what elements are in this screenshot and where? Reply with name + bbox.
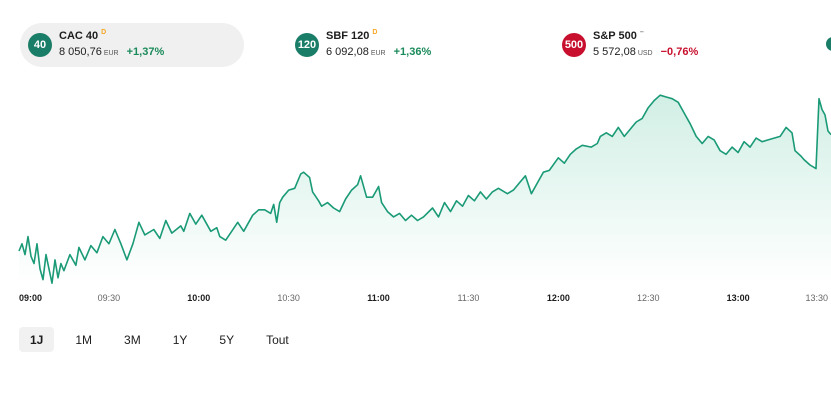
x-axis: 09:00 09:30 10:00 10:30 11:00 11:30 12:00 12:30… xyxy=(19,293,828,303)
price-line xyxy=(18,94,831,284)
period-selector: 1J 1M 3M 1Y 5Y Tout xyxy=(19,327,310,352)
ticker-badge: 120 xyxy=(295,33,319,57)
ticker-price: 6 092,08 xyxy=(326,46,369,58)
ticker-name-row: S&P 500 – xyxy=(593,29,698,43)
x-tick-label: 13:00 xyxy=(727,293,750,303)
ticker-name-row: CAC 40 D xyxy=(59,29,164,43)
x-tick-label: 12:00 xyxy=(547,293,570,303)
x-tick-label: 10:30 xyxy=(277,293,300,303)
ticker-info: CAC 40 D 8 050,76 EUR +1,37% xyxy=(59,29,164,61)
period-all-button[interactable]: Tout xyxy=(266,332,289,347)
ticker-currency: USD xyxy=(637,50,653,57)
ticker-currency: EUR xyxy=(370,50,386,57)
ticker-status-marker: D xyxy=(372,29,378,36)
period-1j-button[interactable]: 1J xyxy=(19,327,55,352)
x-tick-label: 11:00 xyxy=(367,293,390,303)
period-1y-button[interactable]: 1Y xyxy=(172,332,188,347)
ticker-currency: EUR xyxy=(103,50,119,57)
x-tick-label: 12:30 xyxy=(637,293,660,303)
ticker-price: 8 050,76 xyxy=(59,46,102,58)
ticker-info: S&P 500 – 5 572,08 USD −0,76% xyxy=(593,29,698,61)
price-area xyxy=(19,95,831,285)
ticker-badge: 40 xyxy=(28,33,52,57)
ticker-status-marker: – xyxy=(639,29,644,36)
period-3m-button[interactable]: 3M xyxy=(124,332,141,347)
ticker-change: +1,37% xyxy=(126,46,165,58)
x-tick-label: 13:30 xyxy=(805,293,828,303)
ticker-quote: 6 092,08 EUR +1,36% xyxy=(326,45,431,61)
ticker-status-marker: D xyxy=(101,29,107,36)
ticker-name: S&P 500 xyxy=(593,30,637,42)
ticker-quote: 8 050,76 EUR +1,37% xyxy=(59,45,164,61)
ticker-quote: 5 572,08 USD −0,76% xyxy=(593,45,698,61)
ticker-change: +1,36% xyxy=(393,46,432,58)
x-tick-label: 09:00 xyxy=(19,293,42,303)
period-1m-button[interactable]: 1M xyxy=(75,332,93,347)
ticker-sbf120[interactable]: 120 SBF 120 D 6 092,08 EUR +1,36% xyxy=(287,23,487,67)
ticker-cac40[interactable]: 40 CAC 40 D 8 050,76 EUR +1,37% xyxy=(20,23,244,67)
ticker-name: CAC 40 xyxy=(59,30,99,42)
x-tick-label: 11:30 xyxy=(458,293,480,303)
ticker-badge: 500 xyxy=(562,33,586,57)
next-ticker-badge[interactable] xyxy=(826,37,831,51)
ticker-change: −0,76% xyxy=(660,46,699,58)
x-tick-label: 09:30 xyxy=(98,293,121,303)
intraday-chart: 09:00 09:30 10:00 10:30 11:00 11:30 12:00 12:30… xyxy=(18,94,831,303)
x-tick-label: 10:00 xyxy=(187,293,210,303)
ticker-name: SBF 120 xyxy=(326,30,370,42)
period-5y-button[interactable]: 5Y xyxy=(219,332,235,347)
ticker-info: SBF 120 D 6 092,08 EUR +1,36% xyxy=(326,29,431,61)
ticker-sp500[interactable]: 500 S&P 500 – 5 572,08 USD −0,76% xyxy=(554,23,754,67)
ticker-strip: 40 CAC 40 D 8 050,76 EUR +1,37% 120 SBF 12… xyxy=(0,0,831,90)
ticker-name-row: SBF 120 D xyxy=(326,29,431,43)
ticker-price: 5 572,08 xyxy=(593,46,636,58)
